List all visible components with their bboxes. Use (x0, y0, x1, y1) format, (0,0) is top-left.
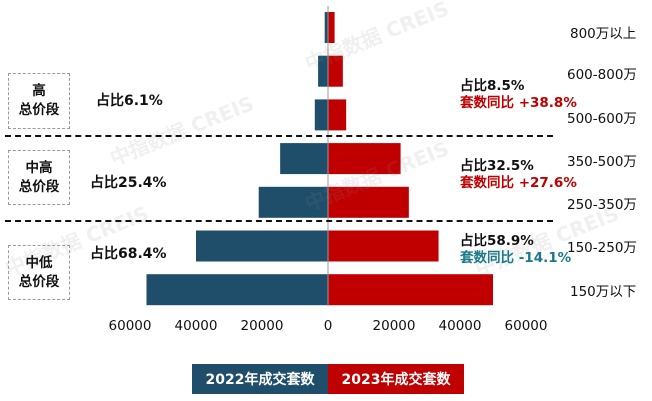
share-2023-mid-low: 占比58.9% (460, 233, 534, 249)
category-label: 150-250万 (567, 240, 637, 256)
group-divider (5, 135, 553, 137)
bar-2022 (314, 99, 328, 131)
x-tick-label: 20000 (372, 318, 416, 334)
share-2022-high: 占比6.1% (96, 93, 163, 109)
yoy-mid-high: 套数同比 +27.6% (460, 175, 577, 191)
category-label: 500-600万 (567, 111, 637, 127)
share-2023-high: 占比8.5% (460, 78, 525, 94)
group-label-mid-low: 中低 总价段 (8, 245, 70, 300)
bar-2023 (328, 186, 409, 218)
note-mid-high: 占比32.5% 套数同比 +27.6% (460, 158, 577, 192)
x-tick-label: 60000 (504, 318, 548, 334)
bar-2022 (280, 143, 328, 175)
category-label: 150万以下 (570, 284, 637, 300)
bar-2022 (258, 186, 328, 218)
category-label: 800万以上 (570, 26, 637, 42)
legend: 2022年成交套数 2023年成交套数 (192, 364, 464, 394)
group-label-text: 中高 总价段 (18, 159, 60, 195)
note-mid-low: 占比58.9% 套数同比 -14.1% (460, 233, 571, 267)
share-2022-mid-low: 占比68.4% (90, 246, 167, 262)
bar-2023 (328, 12, 335, 43)
bar-2023 (328, 55, 343, 87)
group-label-mid-high: 中高 总价段 (8, 150, 70, 205)
bar-2022 (196, 230, 328, 262)
bar-2023 (328, 274, 493, 306)
x-tick-label: 40000 (438, 318, 482, 334)
bar-2022 (324, 12, 328, 43)
group-label-text: 高 总价段 (18, 83, 60, 118)
share-2022-mid-high: 占比25.4% (90, 175, 167, 191)
bar-2023 (328, 143, 401, 175)
bar-2022 (318, 55, 328, 87)
x-tick-label: 20000 (240, 318, 284, 334)
yoy-high: 套数同比 +38.8% (460, 95, 577, 111)
bar-2022 (146, 274, 328, 306)
category-label: 600-800万 (567, 67, 637, 83)
yoy-mid-low: 套数同比 -14.1% (460, 250, 572, 266)
group-divider (5, 220, 553, 222)
x-tick-label: 0 (323, 318, 333, 334)
category-label: 350-500万 (567, 154, 637, 170)
bar-2023 (328, 99, 347, 131)
x-tick-label: 60000 (108, 318, 152, 334)
note-high: 占比8.5% 套数同比 +38.8% (460, 78, 577, 112)
group-label-high: 高 总价段 (8, 73, 70, 129)
x-tick-label: 40000 (174, 318, 218, 334)
legend-item-2022: 2022年成交套数 (192, 364, 328, 394)
group-label-text: 中低 总价段 (18, 254, 60, 290)
bar-2023 (328, 230, 439, 262)
legend-item-2023: 2023年成交套数 (328, 364, 464, 394)
category-label: 250-350万 (567, 197, 637, 213)
share-2023-mid-high: 占比32.5% (460, 158, 534, 174)
